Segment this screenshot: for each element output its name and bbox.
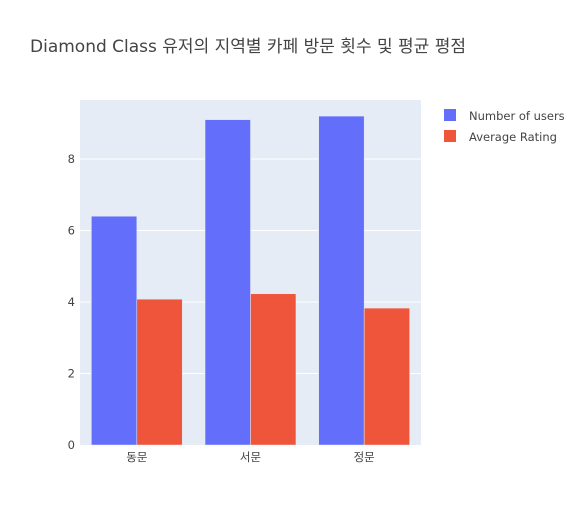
y-tick-label: 0 bbox=[68, 438, 75, 452]
legend-swatch[interactable] bbox=[444, 130, 456, 142]
x-tick-label: 동문 bbox=[126, 450, 147, 464]
legend[interactable]: Number of users Average Rating bbox=[444, 109, 565, 144]
bar-rating-0[interactable] bbox=[136, 298, 183, 446]
chart-title: Diamond Class 유저의 지역별 카페 방문 횟수 및 평균 평점 bbox=[30, 37, 466, 57]
y-tick-label: 6 bbox=[68, 223, 75, 237]
bar-rating-1[interactable] bbox=[250, 293, 297, 446]
legend-swatch[interactable] bbox=[444, 109, 456, 121]
bar-users-2[interactable] bbox=[318, 115, 365, 446]
bar-users-1[interactable] bbox=[204, 119, 251, 446]
y-axis: 0 2 4 6 8 bbox=[68, 152, 75, 452]
x-tick-label: 서문 bbox=[240, 450, 261, 464]
bars bbox=[91, 115, 410, 446]
legend-item-label[interactable]: Average Rating bbox=[469, 130, 557, 144]
legend-item-label[interactable]: Number of users bbox=[469, 109, 565, 123]
x-axis: 동문 서문 정문 bbox=[126, 450, 375, 464]
bar-rating-2[interactable] bbox=[363, 307, 410, 446]
x-tick-label: 정문 bbox=[354, 450, 375, 464]
y-tick-label: 8 bbox=[68, 152, 75, 166]
bar-users-0[interactable] bbox=[91, 215, 138, 446]
y-tick-label: 2 bbox=[68, 366, 75, 380]
y-tick-label: 4 bbox=[68, 295, 75, 309]
